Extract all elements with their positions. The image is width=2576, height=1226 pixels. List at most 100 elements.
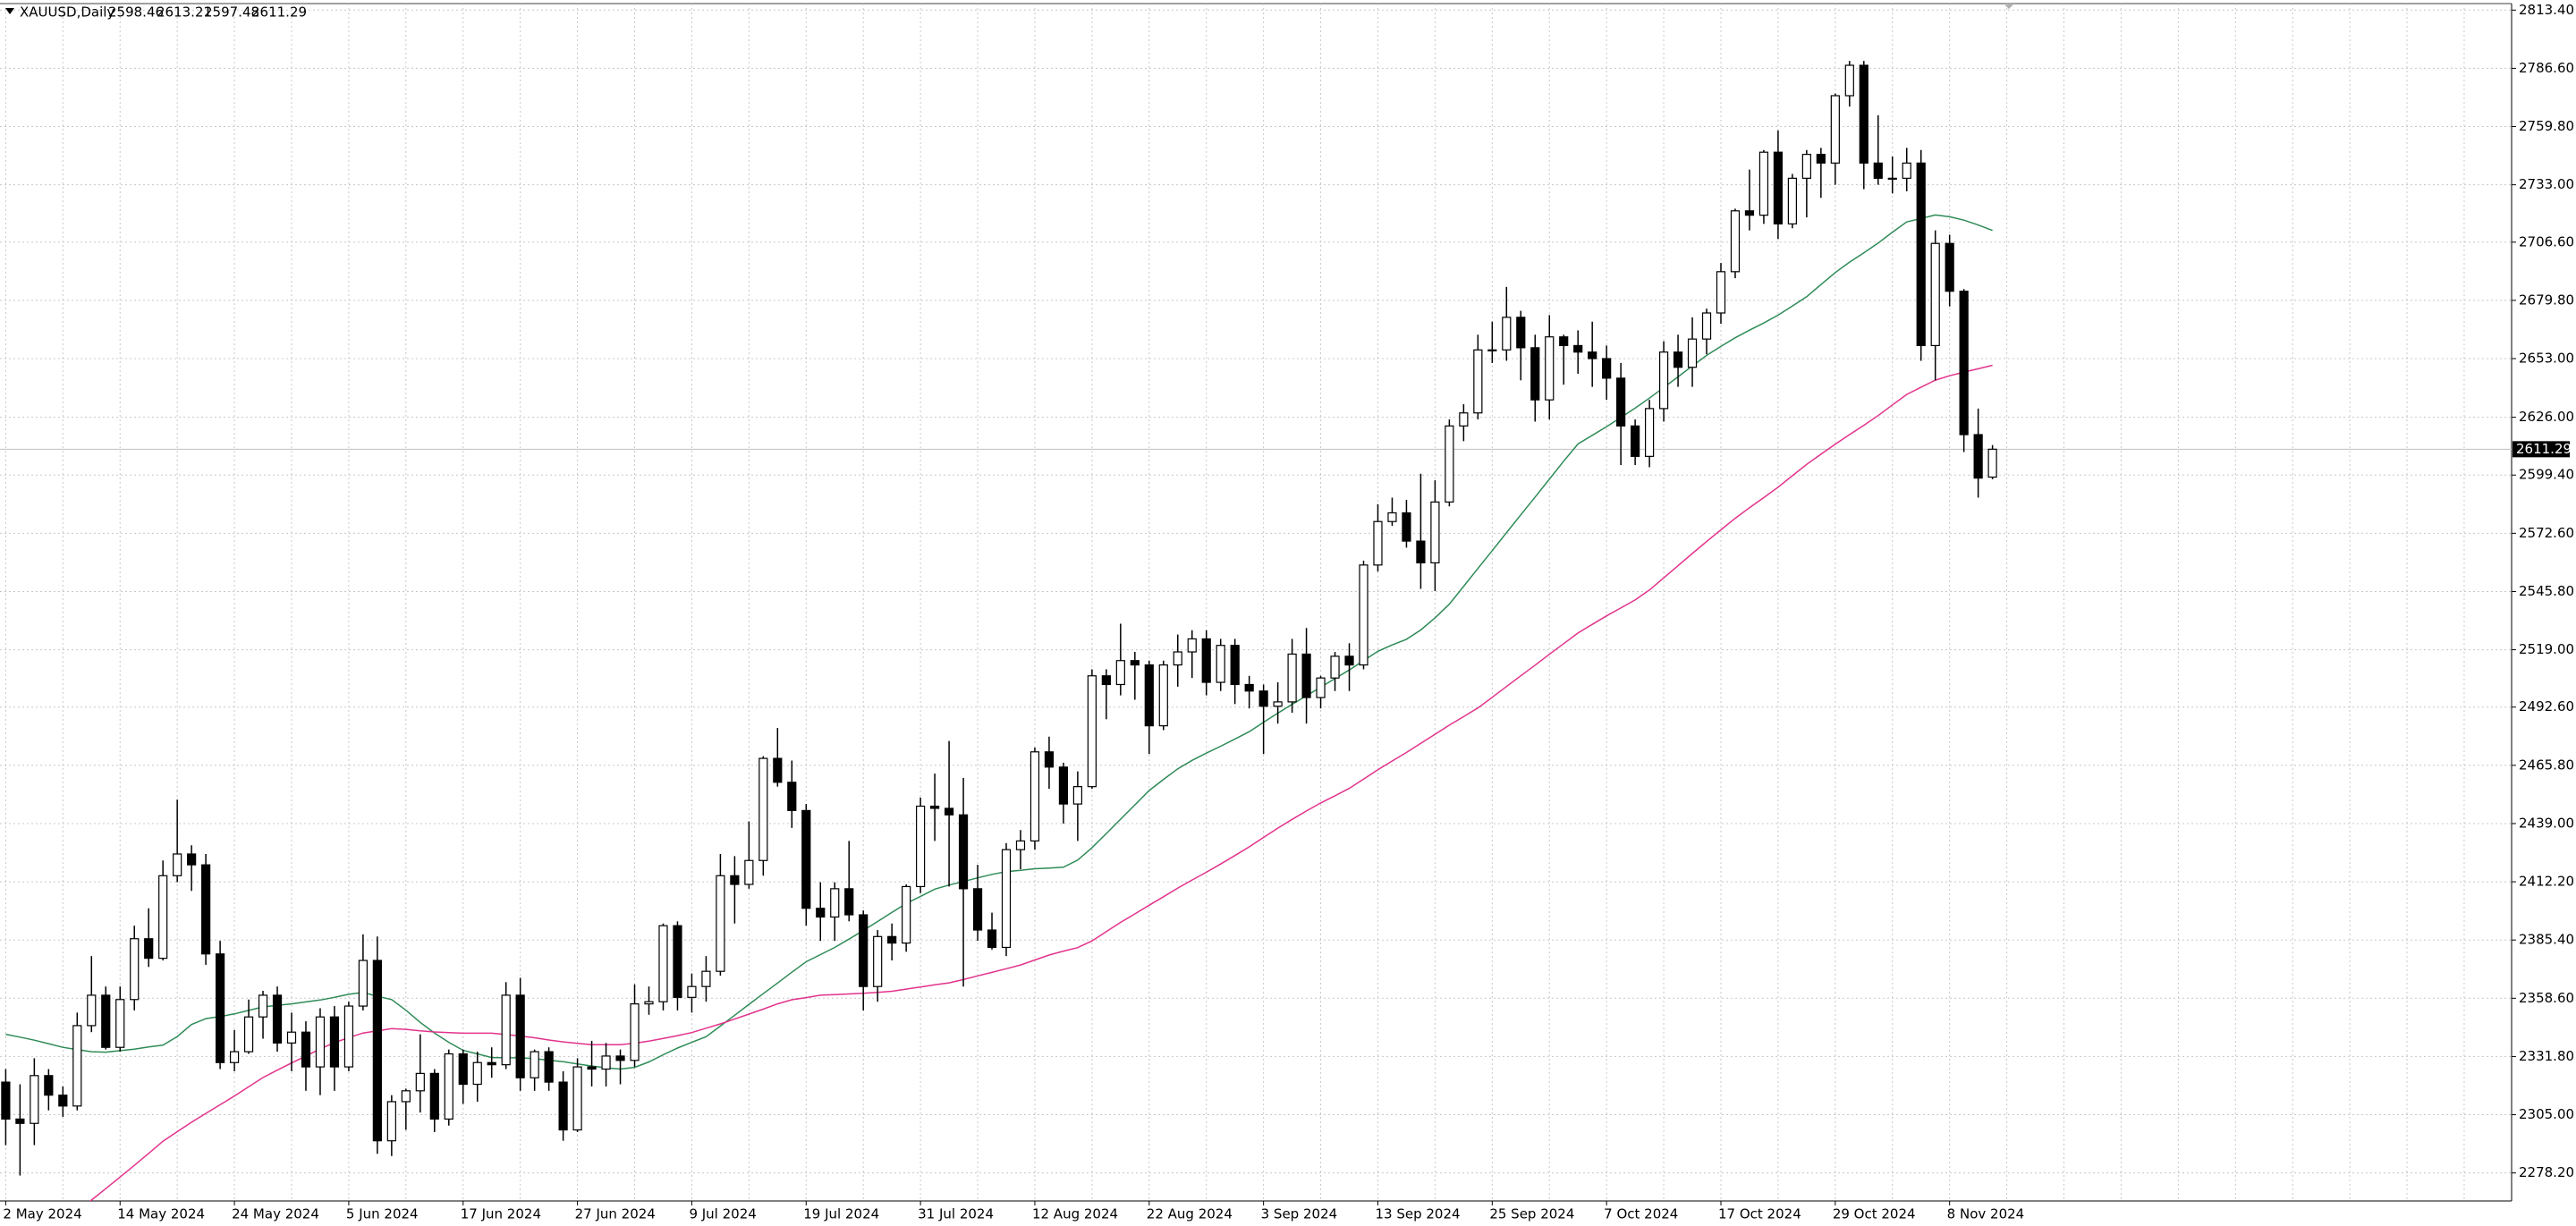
candle-body <box>1402 512 1411 542</box>
candle-body <box>216 953 225 1063</box>
header-low: 2597.48 <box>204 4 259 21</box>
candle-body <box>1787 177 1798 224</box>
candle-body <box>1101 675 1111 686</box>
candle-body <box>1244 683 1254 692</box>
price-tag-label: 2611.29 <box>2516 441 2572 457</box>
y-tick-label: 2599.40 <box>2519 467 2574 483</box>
candle-body <box>272 994 283 1044</box>
candle-body <box>1816 154 1826 164</box>
chart-title: XAUUSD,Daily <box>20 4 114 21</box>
candle-body <box>972 888 983 931</box>
candle-body <box>587 1066 597 1070</box>
header-close: 2611.29 <box>251 4 307 21</box>
candle-body <box>1701 312 1712 340</box>
candle-body <box>286 1031 297 1044</box>
y-tick-label: 2679.80 <box>2519 292 2574 308</box>
candle-body <box>1416 540 1426 564</box>
candle-body <box>887 935 897 944</box>
candle-body <box>415 1072 425 1092</box>
candle-body <box>444 1053 453 1120</box>
candle-body <box>644 1001 654 1005</box>
candle-body <box>1187 638 1197 653</box>
candle-body <box>1273 701 1283 707</box>
candle-body <box>1201 638 1211 683</box>
candle-body <box>315 1016 326 1068</box>
y-tick-label: 2759.80 <box>2519 118 2574 134</box>
candle-body <box>201 864 211 955</box>
candle-body <box>401 1090 411 1103</box>
candle-body <box>130 938 140 1001</box>
y-tick-label: 2813.40 <box>2519 2 2574 18</box>
candle-body <box>58 1095 68 1107</box>
candle-body <box>101 994 111 1048</box>
x-tick-label: 13 Sep 2024 <box>1375 1206 1460 1222</box>
y-tick-label: 2278.20 <box>2519 1164 2574 1180</box>
candle-body <box>386 1101 396 1142</box>
candle-body <box>701 970 711 987</box>
candle-body <box>1445 425 1454 503</box>
candle-body <box>1945 242 1954 292</box>
candle-body <box>929 805 940 809</box>
candle-body <box>944 807 954 816</box>
x-tick-label: 3 Sep 2024 <box>1261 1206 1338 1222</box>
candle-body <box>1773 151 1784 224</box>
candle-body <box>958 814 969 890</box>
candle-body <box>1873 162 1883 179</box>
candle-body <box>343 1005 354 1068</box>
candle-body <box>1687 338 1698 368</box>
candle-body <box>716 875 725 972</box>
candle-body <box>1387 512 1397 522</box>
candle-body <box>487 1061 496 1066</box>
candle-body <box>558 1081 568 1131</box>
candle-body <box>1030 751 1040 842</box>
candle-body <box>1631 425 1640 457</box>
candle-body <box>1973 434 1983 479</box>
candle-body <box>544 1051 554 1083</box>
candle-body <box>1758 151 1769 216</box>
candle-body <box>1330 655 1340 679</box>
candle-body <box>1588 351 1597 359</box>
y-tick-label: 2305.00 <box>2519 1106 2574 1122</box>
x-tick-label: 7 Oct 2024 <box>1604 1206 1678 1222</box>
header-high: 2613.21 <box>157 4 212 21</box>
candle-body <box>1373 520 1383 566</box>
x-tick-label: 31 Jul 2024 <box>918 1206 994 1222</box>
candle-body <box>658 925 668 1002</box>
y-tick-label: 2439.00 <box>2519 815 2574 831</box>
grid <box>0 4 2516 1205</box>
header-open: 2598.46 <box>108 4 164 21</box>
candle-body <box>1072 786 1083 805</box>
y-tick-label: 2331.80 <box>2519 1048 2574 1064</box>
candle-body <box>515 994 525 1078</box>
x-tick-label: 17 Oct 2024 <box>1718 1206 1801 1222</box>
y-tick-label: 2626.00 <box>2519 409 2574 425</box>
x-tick-label: 5 Jun 2024 <box>346 1206 419 1222</box>
candle-body <box>572 1066 582 1131</box>
candle-body <box>372 960 382 1142</box>
candle-body <box>429 1072 439 1120</box>
price-tag <box>2512 441 2570 458</box>
candle-body <box>358 960 368 1007</box>
candle-body <box>1658 351 1669 410</box>
candle-body <box>1130 660 1140 666</box>
candle-body <box>501 994 511 1066</box>
candle-body <box>15 1118 25 1124</box>
candle-body <box>758 757 768 861</box>
x-tick-label: 22 Aug 2024 <box>1147 1206 1233 1222</box>
candle-body <box>1258 690 1268 707</box>
candle-body <box>1744 210 1755 216</box>
candle-body <box>44 1075 54 1096</box>
candle-body <box>144 938 154 960</box>
candle-body <box>1602 358 1612 379</box>
candle-body <box>1502 317 1512 351</box>
candle-body <box>187 853 197 866</box>
candle-body <box>1559 336 1569 347</box>
candle-body <box>830 888 840 918</box>
candle-body <box>1987 448 1997 478</box>
y-tick-label: 2786.60 <box>2519 60 2574 76</box>
x-tick-label: 8 Nov 2024 <box>1947 1206 2025 1222</box>
x-tick-label: 12 Aug 2024 <box>1032 1206 1118 1222</box>
x-tick-label: 17 Jun 2024 <box>461 1206 541 1222</box>
y-tick-label: 2465.80 <box>2519 757 2574 773</box>
